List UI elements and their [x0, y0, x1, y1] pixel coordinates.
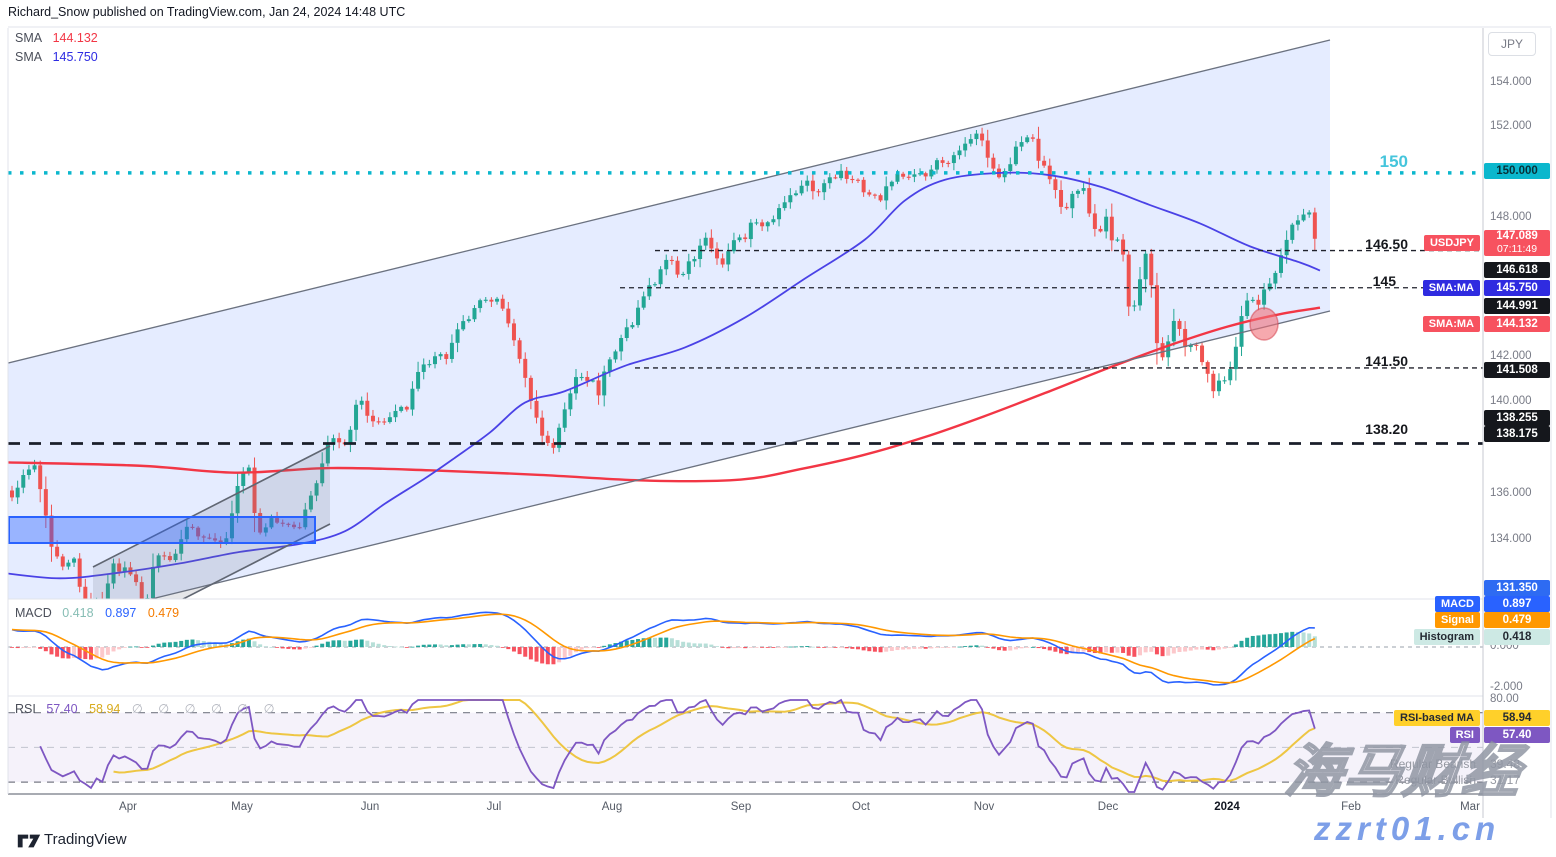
price-pane-overlays: [8, 39, 1483, 599]
macd-title: MACD: [15, 606, 52, 620]
macd-line: [11, 611, 1315, 686]
tradingview-brand[interactable]: TradingView: [44, 831, 127, 848]
trend-channel-fill: [8, 40, 1330, 599]
rsi-pane: [8, 698, 1483, 793]
watermark-url: zzrt01.cn: [1314, 810, 1501, 847]
legend-sma-fast-value: 145.750: [52, 50, 98, 64]
rsi-ma-line: [113, 699, 1316, 783]
currency-button[interactable]: JPY: [1488, 32, 1536, 56]
tradingview-logo-icon[interactable]: [17, 831, 41, 851]
price-pane: [8, 40, 1330, 599]
macd-hist-value: 0.418: [62, 606, 94, 620]
legend-sma-fast[interactable]: SMA 145.750: [15, 50, 98, 64]
candlestick-series: [10, 126, 1317, 599]
highlight-circle: [1249, 307, 1279, 341]
macd-pane: [8, 611, 1483, 686]
legend-macd[interactable]: MACD 0.418 0.897 0.479: [15, 606, 179, 620]
legend-rsi[interactable]: RSI 57.40 58.94 ∅ ∅ ∅ ∅ ∅ ∅: [15, 701, 281, 716]
rsi-ma-value: 58.94: [89, 702, 121, 716]
macd-line-value: 0.897: [105, 606, 137, 620]
gray-channel-lower-line: [181, 523, 331, 599]
rsi-title: RSI: [15, 702, 36, 716]
legend-sma-slow-value: 144.132: [52, 31, 98, 45]
legend-sma-slow[interactable]: SMA 144.132: [15, 31, 98, 45]
accumulation-box: [8, 516, 316, 544]
gray-channel-upper-line: [92, 445, 331, 568]
gray-channel-fill: [93, 446, 330, 599]
rsi-band-fill: [8, 712, 1483, 783]
macd-signal-value: 0.479: [147, 606, 180, 620]
publish-header: Richard_Snow published on TradingView.co…: [8, 5, 406, 19]
trend-channel-upper-line: [8, 39, 1331, 364]
rsi-line: [39, 698, 1316, 793]
legend-sma-label: SMA: [15, 31, 43, 45]
rsi-value: 57.40: [46, 702, 78, 716]
rsi-disabled-plots: ∅ ∅ ∅ ∅ ∅ ∅: [131, 702, 281, 716]
macd-signal-line: [11, 613, 1316, 684]
legend-sma-label2: SMA: [15, 50, 43, 64]
sma-fast-line: [8, 171, 1321, 580]
trend-channel-lower-line: [148, 310, 1331, 599]
pane-dividers: [7, 26, 1552, 818]
watermark-cn: 海马财经: [1281, 739, 1527, 805]
